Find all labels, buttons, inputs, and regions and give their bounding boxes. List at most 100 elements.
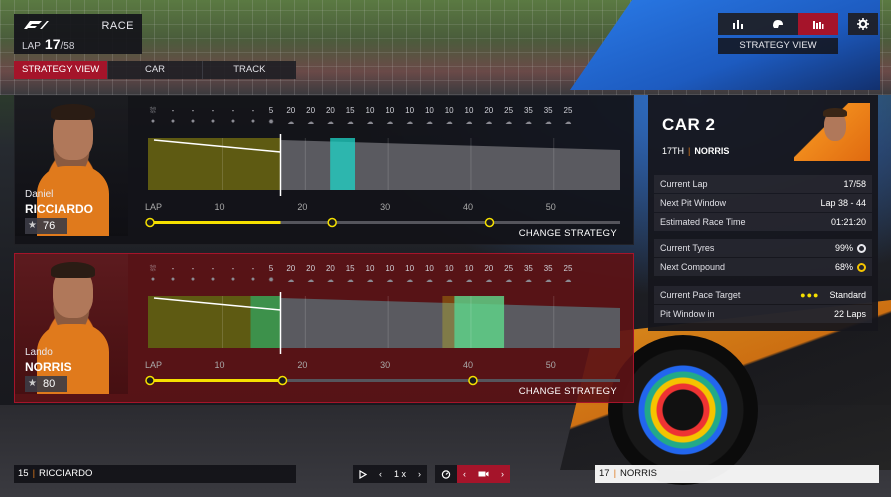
weather-temp: 20 bbox=[286, 106, 296, 115]
tyre-marker-icon bbox=[484, 217, 495, 228]
weather-slot: - bbox=[211, 106, 215, 115]
weather-dot-icon: ● bbox=[250, 118, 256, 125]
car-header: CAR 2 17TH | NORRIS bbox=[648, 95, 878, 165]
rating-value: 80 bbox=[43, 378, 56, 390]
weather-icons: ● ● ● ● ● ● ✹ ☁ ☁ ☁ ☁ ☁ ☁ ☁ ☁ ☁ ☁ ☁ ☁ ☁ ☁ ☁ bbox=[145, 118, 623, 128]
cloud-sun-icon: ☁ bbox=[287, 277, 295, 284]
cloud-sun-icon: ☁ bbox=[564, 119, 572, 126]
stats-group-lap: Current Lap 17/58 Next Pit Window Lap 38 -… bbox=[654, 175, 872, 232]
cloud-sun-icon: ☁ bbox=[505, 277, 513, 284]
replay-button[interactable] bbox=[435, 465, 457, 483]
weather-slot: - bbox=[191, 264, 195, 273]
weather-temp: 10 bbox=[464, 106, 474, 115]
pit-window bbox=[454, 296, 505, 348]
camera-prev-button[interactable]: ‹ bbox=[457, 465, 473, 483]
lap-total: /58 bbox=[60, 41, 75, 52]
sun-icon: ✹ bbox=[268, 119, 274, 126]
stat-value: 17/58 bbox=[843, 179, 866, 189]
tab-track[interactable]: TRACK bbox=[233, 64, 266, 75]
cloud-sun-icon: ☁ bbox=[485, 277, 493, 284]
change-strategy-button[interactable]: CHANGE STRATEGY bbox=[518, 386, 617, 397]
weather-temp: 10 bbox=[405, 264, 415, 273]
lap-counter: LAP 17/58 bbox=[22, 36, 74, 52]
tab-strategy-view[interactable]: STRATEGY VIEW bbox=[14, 61, 109, 79]
projected-wear bbox=[280, 298, 620, 348]
cloud-sun-icon: ☁ bbox=[386, 119, 394, 126]
speed-up-button[interactable]: › bbox=[418, 469, 422, 479]
stat-row: Current Lap 17/58 bbox=[654, 175, 872, 193]
cloud-sun-icon: ☁ bbox=[505, 119, 513, 126]
cloud-sun-icon: ☁ bbox=[465, 119, 473, 126]
weather-dot-icon: ● bbox=[230, 276, 236, 283]
race-info-box: RACE LAP 17/58 bbox=[14, 14, 142, 54]
driver-portrait bbox=[15, 254, 128, 394]
driver-name: NORRIS bbox=[620, 468, 657, 479]
driver-strategy-panel-norris: Lando NORRIS ★ 80 ⛆ - - - - - 5 20 20 20 15 10 10 10 10… bbox=[14, 253, 634, 403]
lap-tick: 40 bbox=[462, 360, 473, 370]
focused-driver-right[interactable]: 17 | NORRIS bbox=[595, 465, 879, 483]
lap-axis: LAP 10 20 30 40 50 bbox=[145, 360, 623, 372]
weather-temp: 35 bbox=[543, 264, 553, 273]
camera-next-button[interactable]: › bbox=[495, 465, 511, 483]
tyre-marker-icon bbox=[468, 375, 478, 386]
lap-tick: 50 bbox=[545, 202, 556, 212]
lap-tick: 50 bbox=[545, 360, 556, 370]
cloud-sun-icon: ☁ bbox=[425, 277, 433, 284]
cloud-icon: ☁ bbox=[524, 119, 532, 126]
weather-temp: 20 bbox=[306, 264, 316, 273]
stopwatch-icon bbox=[441, 470, 451, 479]
driver-position: 15 bbox=[18, 468, 29, 479]
weather-slot: - bbox=[251, 264, 255, 273]
weather-temps: ⛆ - - - - - 5 20 20 20 15 10 10 10 10 10 10 20 25 35 35 25 bbox=[145, 106, 623, 118]
speed-down-button[interactable]: ‹ bbox=[379, 469, 382, 479]
stat-value: Standard bbox=[829, 290, 866, 300]
weather-dot-icon: ● bbox=[190, 276, 196, 283]
weather-temp: 10 bbox=[444, 264, 454, 273]
timing-view-button[interactable] bbox=[758, 13, 798, 35]
stat-label: Current Lap bbox=[660, 179, 708, 189]
camera-button[interactable] bbox=[472, 465, 496, 483]
driver-first-name: Daniel bbox=[25, 189, 54, 200]
lap-tick: 30 bbox=[380, 360, 391, 370]
driver-rating: ★ 76 bbox=[25, 218, 67, 234]
weather-dot-icon: ● bbox=[170, 276, 176, 283]
next-stint bbox=[442, 296, 505, 348]
stat-value: 99% bbox=[834, 243, 853, 253]
cloud-sun-icon: ☁ bbox=[326, 119, 334, 126]
cloud-sun-icon: ☁ bbox=[366, 119, 374, 126]
weather-dot-icon: ● bbox=[150, 276, 156, 283]
play-button[interactable] bbox=[353, 465, 373, 483]
lap-tick: 40 bbox=[462, 202, 473, 212]
standings-view-button[interactable] bbox=[718, 13, 758, 35]
stat-row: Current Tyres 99% bbox=[654, 239, 872, 257]
car-subtitle: 17TH | NORRIS bbox=[662, 146, 730, 156]
view-tabs: STRATEGY VIEW CAR TRACK bbox=[14, 61, 296, 79]
weather-temp: 20 bbox=[286, 264, 296, 273]
weather-slot: - bbox=[171, 264, 175, 273]
cloud-sun-icon: ☁ bbox=[366, 277, 374, 284]
f1-logo-icon bbox=[24, 21, 49, 29]
cloud-sun-icon: ☁ bbox=[307, 277, 315, 284]
lap-tick: LAP bbox=[145, 360, 163, 370]
weather-dot-icon: ● bbox=[230, 118, 236, 125]
focused-driver-left[interactable]: 15 | RICCIARDO bbox=[14, 465, 296, 483]
strategy-bars-icon bbox=[813, 21, 824, 29]
sun-icon: ✹ bbox=[268, 277, 274, 284]
lap-tick: 10 bbox=[214, 202, 225, 212]
change-strategy-button[interactable]: CHANGE STRATEGY bbox=[518, 228, 617, 239]
tab-car[interactable]: CAR bbox=[108, 61, 203, 79]
weather-temp: 10 bbox=[464, 264, 474, 273]
pit-stop-zone bbox=[250, 296, 281, 348]
cloud-sun-icon: ☁ bbox=[287, 119, 295, 126]
settings-button[interactable] bbox=[848, 13, 878, 35]
tyre-marker-icon bbox=[327, 217, 337, 228]
stats-group-pace: Current Pace Target ●●● Standard Pit Windo… bbox=[654, 286, 872, 324]
pit-window bbox=[330, 138, 356, 190]
weather-dot-icon: ● bbox=[190, 118, 196, 125]
strategy-view-button[interactable] bbox=[798, 13, 838, 35]
strategy-timeline bbox=[145, 216, 623, 230]
weather-dot-icon: ● bbox=[210, 276, 216, 283]
lap-current: 17 bbox=[44, 36, 61, 52]
race-label: RACE bbox=[101, 20, 134, 32]
timeline-track bbox=[148, 221, 620, 224]
